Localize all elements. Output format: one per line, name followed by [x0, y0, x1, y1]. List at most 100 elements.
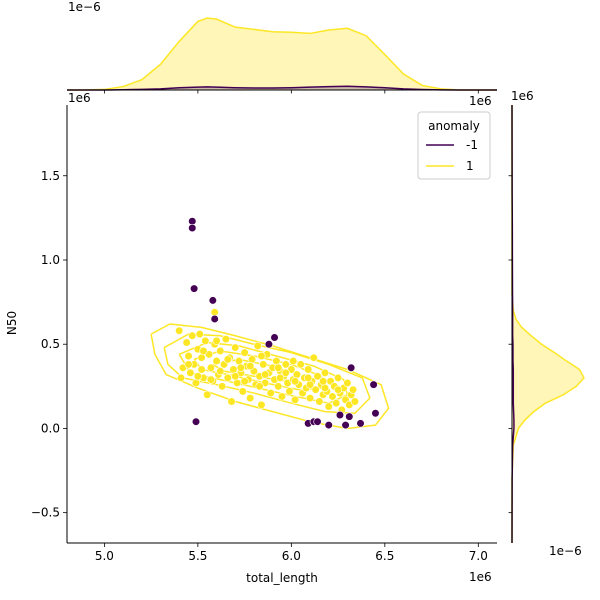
right-marginal-kde: [508, 104, 585, 544]
scatter-point-anomaly-1: [266, 388, 275, 398]
scatter-point-anomaly-1: [304, 373, 313, 383]
legend-title: anomaly: [428, 119, 480, 133]
y-offset-label: 1e6: [68, 91, 91, 105]
x-tick-label: 5.0: [95, 549, 114, 563]
scatter-point-anomaly-1: [240, 377, 249, 386]
scatter-point-anomaly-1: [206, 363, 216, 372]
scatter-point-anomaly-1: [246, 394, 255, 403]
scatter-point-anomaly-1: [281, 360, 290, 369]
scatter-point-anomaly-1: [195, 330, 204, 339]
scatter-point-anomaly-1: [184, 351, 193, 361]
top-kde-line-anomaly-1: [67, 17, 497, 91]
scatter-point-anomaly-1: [186, 368, 195, 377]
scatter-point-anomaly-neg1: [341, 420, 350, 430]
scatter-point-anomaly-1: [276, 373, 285, 383]
scatter-point-anomaly-1: [231, 343, 240, 352]
scatter-point-anomaly-1: [212, 356, 221, 366]
scatter-point-anomaly-1: [182, 338, 191, 347]
top-marginal-kde: [67, 17, 497, 91]
scatter-point-anomaly-neg1: [324, 420, 333, 430]
scatter-point-anomaly-1: [309, 353, 318, 362]
scatter-point-anomaly-1: [348, 385, 358, 394]
scatter-point-anomaly-neg1: [264, 340, 274, 349]
scatter-point-anomaly-1: [320, 368, 330, 377]
x-axis-label: total_length: [246, 571, 318, 585]
scatter-point-anomaly-1: [231, 372, 240, 381]
scatter-point-anomaly-1: [333, 373, 343, 383]
scatter-point-anomaly-1: [320, 383, 330, 393]
scatter-point-anomaly-1: [203, 390, 212, 399]
scatter-point-anomaly-1: [227, 397, 236, 406]
scatter-point-anomaly-1: [240, 348, 249, 357]
scatter-point-anomaly-1: [274, 382, 283, 391]
scatter-point-anomaly-neg1: [191, 417, 201, 426]
scatter-point-anomaly-1: [188, 331, 197, 340]
scatter-point-anomaly-neg1: [369, 380, 378, 389]
scatter-point-anomaly-1: [229, 365, 238, 374]
scatter-point-anomaly-1: [223, 373, 232, 383]
scatter-point-anomaly-1: [247, 355, 257, 364]
scatter-point-anomaly-1: [236, 363, 245, 372]
scatter-point-anomaly-1: [253, 341, 262, 351]
right-kde-line-anomaly-1: [511, 105, 585, 543]
scatter-point-anomaly-1: [313, 372, 322, 381]
top-marginal-offset-label: 1e−6: [68, 0, 101, 14]
scatter-point-anomaly-1: [305, 394, 315, 403]
scatter-point-anomaly-1: [281, 368, 290, 377]
scatter-point-anomaly-1: [296, 360, 305, 369]
scatter-point-anomaly-1: [191, 378, 201, 388]
scatter-point-anomaly-neg1: [345, 412, 354, 421]
scatter-point-anomaly-1: [274, 363, 283, 372]
scatter-point-anomaly-1: [324, 402, 333, 411]
scatter-point-anomaly-neg1: [188, 223, 197, 233]
y-tick-label: 0.0: [41, 421, 60, 435]
scatter-point-anomaly-neg1: [347, 363, 356, 372]
scatter-points: [175, 217, 380, 430]
x-offset-label: 1e6: [469, 570, 492, 584]
scatter-point-anomaly-1: [333, 385, 343, 394]
scatter-point-anomaly-1: [193, 372, 202, 381]
legend: anomaly -1 1: [417, 111, 491, 180]
scatter-point-anomaly-1: [221, 335, 231, 344]
scatter-point-anomaly-1: [261, 370, 270, 379]
x-tick-label: 7.0: [469, 549, 488, 563]
scatter-point-anomaly-neg1: [190, 284, 199, 293]
y-axis-label: N50: [5, 311, 19, 335]
right-marginal-offset-label: 1e−6: [549, 544, 582, 558]
kde-contour-level-0: [150, 323, 390, 430]
scatter-point-anomaly-1: [290, 377, 300, 386]
scatter-point-anomaly-1: [197, 353, 206, 362]
scatter-point-anomaly-neg1: [270, 333, 279, 342]
scatter-point-anomaly-1: [311, 385, 320, 394]
scatter-point-anomaly-1: [332, 399, 341, 408]
scatter-point-anomaly-1: [289, 356, 298, 366]
scatter-point-anomaly-1: [176, 373, 186, 383]
scatter-point-anomaly-1: [218, 382, 227, 391]
scatter-point-anomaly-1: [257, 400, 266, 409]
right-kde-fill-anomaly-1: [512, 105, 584, 543]
scatter-point-anomaly-1: [285, 387, 294, 396]
y-tick-label: 1.5: [41, 169, 60, 183]
scatter-point-anomaly-1: [255, 382, 264, 391]
x-tick-label: 5.5: [188, 549, 207, 563]
scatter-point-anomaly-1: [292, 370, 302, 379]
scatter-point-anomaly-1: [233, 378, 242, 388]
scatter-point-anomaly-neg1: [210, 314, 219, 324]
scatter-point-anomaly-1: [305, 380, 315, 389]
scatter-point-anomaly-1: [197, 365, 206, 374]
scatter-point-anomaly-1: [201, 336, 210, 345]
scatter-point-anomaly-1: [206, 375, 216, 384]
scatter-point-anomaly-1: [259, 360, 268, 369]
scatter-point-anomaly-neg1: [313, 417, 322, 426]
scatter-point-anomaly-1: [216, 367, 225, 376]
legend-label-anomaly-neg1: -1: [466, 138, 478, 152]
scatter-point-anomaly-1: [216, 346, 225, 356]
scatter-point-anomaly-1: [175, 326, 184, 335]
scatter-point-anomaly-1: [290, 395, 300, 404]
x-tick-label: 6.5: [375, 549, 394, 563]
right-marginal-y-offset-label: 1e6: [511, 89, 534, 103]
main-axes: 5.0 5.5 6.0 6.5 7.0 −0.5 0.0 0.5 1.0 1.5: [31, 90, 497, 563]
top-marginal-x-offset-label: 1e6: [469, 94, 492, 108]
scatter-point-anomaly-1: [272, 356, 281, 366]
